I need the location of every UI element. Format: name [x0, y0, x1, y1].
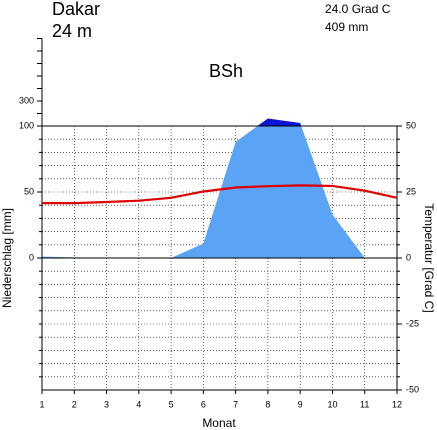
precipitation-area-upper: [257, 118, 302, 126]
annual-precipitation: 409 mm: [325, 20, 368, 34]
y-tick-label: 100: [19, 120, 34, 130]
x-tick-label: 7: [233, 399, 238, 409]
x-tick-label: 5: [169, 399, 174, 409]
x-axis-title: Monat: [202, 416, 236, 430]
x-tick-label: 2: [72, 399, 77, 409]
x-tick-label: 10: [327, 399, 337, 409]
y2-tick-label: -50: [406, 384, 419, 394]
y2-tick-label: 50: [406, 120, 416, 130]
temperature-line: [42, 184, 398, 205]
y2-tick-label: 0: [406, 252, 411, 262]
x-tick-label: 1: [39, 399, 44, 409]
y-axis-title: Niederschlag [mm]: [0, 208, 14, 308]
x-tick-label: 6: [201, 399, 206, 409]
y-tick-label: 300: [19, 95, 34, 105]
y2-tick-label: -25: [406, 318, 419, 328]
y2-axis-title: Temperatur [Grad C]: [422, 203, 436, 312]
elevation: 24 m: [52, 21, 92, 41]
x-tick-label: 3: [104, 399, 109, 409]
x-tick-label: 4: [136, 399, 141, 409]
x-tick-label: 9: [298, 399, 303, 409]
station: Dakar: [52, 0, 100, 19]
x-tick-label: 8: [265, 399, 270, 409]
y-tick-label: 0: [29, 252, 34, 262]
x-tick-label: 11: [360, 399, 369, 409]
y2-tick-label: 25: [406, 186, 416, 196]
precipitation-area: [42, 126, 397, 258]
chart-title: BSh: [209, 61, 243, 81]
mean-temperature: 24.0 Grad C: [325, 2, 391, 16]
y-tick-label: 50: [24, 186, 34, 196]
x-tick-label: 12: [392, 399, 402, 409]
